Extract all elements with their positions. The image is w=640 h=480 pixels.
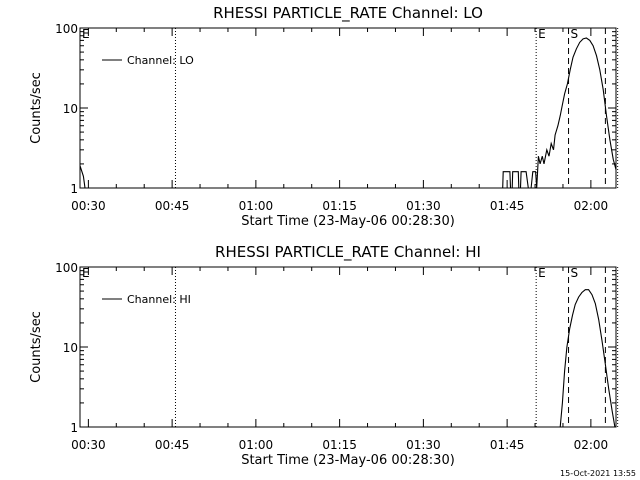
chart-title: RHESSI PARTICLE_RATE Channel: HI [215, 243, 481, 262]
x-tick-label: 01:15 [322, 438, 357, 452]
series-line-lo [79, 37, 617, 189]
x-tick-label: 00:45 [155, 199, 190, 213]
event-marker-label: E [538, 27, 546, 41]
y-tick-label: 100 [55, 261, 78, 275]
edge-marker-label: E [82, 266, 90, 280]
x-tick-label: 01:45 [490, 199, 525, 213]
y-tick-label: 1 [70, 182, 78, 196]
y-tick-label: 10 [63, 102, 78, 116]
x-tick-label: 02:00 [574, 438, 609, 452]
plot-frame [79, 266, 617, 428]
x-tick-label: 01:30 [406, 438, 441, 452]
edge-marker-label: E [82, 27, 90, 41]
legend-label: Channel: LO [127, 54, 194, 67]
event-marker-label: S [571, 266, 579, 280]
x-tick-label: 02:00 [574, 199, 609, 213]
x-axis-label: Start Time (23-May-06 00:28:30) [241, 453, 455, 468]
chart-title: RHESSI PARTICLE_RATE Channel: LO [213, 4, 483, 23]
timestamp-label: 15-Oct-2021 13:55 [560, 469, 636, 478]
y-tick-label: 100 [55, 22, 78, 36]
event-marker-label: E [538, 266, 546, 280]
y-tick-label: 1 [70, 421, 78, 435]
event-marker-label: S [571, 27, 579, 41]
plot-frame [79, 27, 617, 189]
x-tick-label: 01:45 [490, 438, 525, 452]
y-axis-label: Counts/sec [29, 311, 44, 383]
x-tick-label: 01:00 [239, 438, 274, 452]
x-tick-label: 01:15 [322, 199, 357, 213]
x-tick-label: 00:30 [71, 438, 106, 452]
y-axis-label: Counts/sec [29, 72, 44, 144]
x-tick-label: 01:00 [239, 199, 274, 213]
panel-hi: RHESSI PARTICLE_RATE Channel: HI 1 10 100 00… [29, 243, 619, 468]
legend-label: Channel: HI [127, 293, 191, 306]
x-tick-label: 00:45 [155, 438, 190, 452]
x-tick-label: 00:30 [71, 199, 106, 213]
x-axis-label: Start Time (23-May-06 00:28:30) [241, 214, 455, 229]
x-tick-label: 01:30 [406, 199, 441, 213]
panel-lo: RHESSI PARTICLE_RATE Channel: LO 1 10 100 00… [29, 4, 619, 229]
y-tick-label: 10 [63, 341, 78, 355]
series-line-hi [559, 289, 616, 428]
